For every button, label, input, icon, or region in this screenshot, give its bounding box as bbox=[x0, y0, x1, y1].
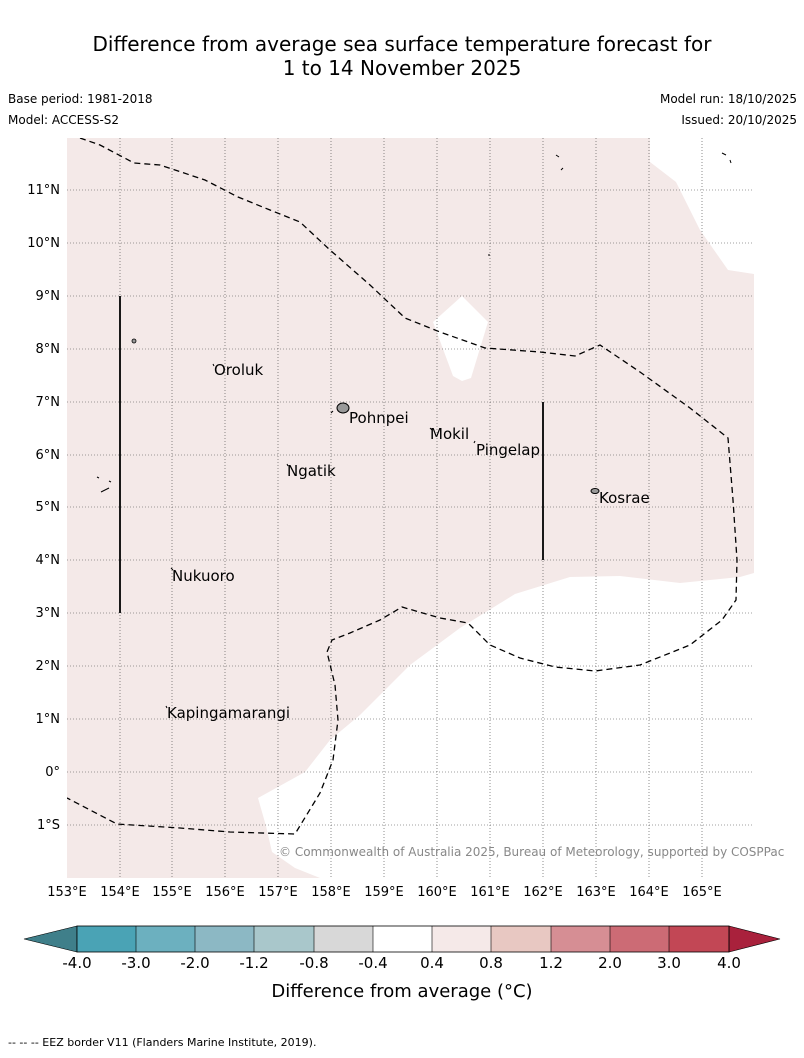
lon-label: 164°E bbox=[629, 885, 669, 900]
colorbar-segment bbox=[77, 926, 136, 952]
lat-label: 0° bbox=[45, 765, 60, 780]
colorbar-extend-high bbox=[728, 925, 781, 953]
lon-label: 160°E bbox=[417, 885, 457, 900]
colorbar-tick: -3.0 bbox=[121, 954, 150, 972]
islet-west bbox=[131, 338, 137, 344]
lon-label: 158°E bbox=[311, 885, 351, 900]
colorbar-segment bbox=[373, 926, 432, 952]
place-label-kosrae: Kosrae bbox=[599, 489, 650, 507]
colorbar-segment bbox=[254, 926, 314, 952]
issued-date: Issued: 20/10/2025 bbox=[681, 113, 797, 127]
lon-label: 153°E bbox=[47, 885, 87, 900]
lat-label: 1°N bbox=[36, 712, 61, 727]
small-islets bbox=[330, 152, 732, 414]
colorbar-tick: 3.0 bbox=[657, 954, 681, 972]
colorbar-segment bbox=[491, 926, 551, 952]
lat-label: 4°N bbox=[36, 553, 61, 568]
colorbar: -4.0 -3.0 -2.0 -1.2 -0.8 -0.4 0.4 0.8 1.… bbox=[23, 925, 781, 972]
lon-label: 165°E bbox=[682, 885, 722, 900]
colorbar-segment bbox=[314, 926, 373, 952]
lon-label: 157°E bbox=[258, 885, 298, 900]
place-label-kapingamarangi: Kapingamarangi bbox=[167, 704, 290, 722]
title-line-1: Difference from average sea surface temp… bbox=[92, 32, 712, 56]
lon-label: 161°E bbox=[470, 885, 510, 900]
colorbar-segment bbox=[551, 926, 610, 952]
near-average-region-north bbox=[433, 296, 488, 381]
kosrae-island bbox=[590, 488, 600, 494]
eez-border bbox=[67, 138, 738, 835]
pohnpei-island bbox=[336, 402, 350, 414]
map-area bbox=[67, 138, 754, 878]
lon-label: 154°E bbox=[100, 885, 140, 900]
colorbar-tick: -2.0 bbox=[180, 954, 209, 972]
lat-label: 7°N bbox=[36, 395, 61, 410]
colorbar-tick: -1.2 bbox=[239, 954, 268, 972]
model-run: Model run: 18/10/2025 bbox=[659, 92, 797, 106]
place-labels: Oroluk Pohnpei Mokil Pingelap Ngatik Kos… bbox=[167, 361, 650, 722]
colorbar-tick: 4.0 bbox=[717, 954, 741, 972]
copyright-notice: © Commonwealth of Australia 2025, Bureau… bbox=[279, 845, 785, 859]
colorbar-tick: -0.8 bbox=[299, 954, 328, 972]
title-line-2: 1 to 14 November 2025 bbox=[282, 56, 522, 80]
lat-label: 10°N bbox=[27, 236, 60, 251]
colorbar-tick: -4.0 bbox=[62, 954, 91, 972]
lat-label: 9°N bbox=[36, 289, 61, 304]
lat-label: 1°S bbox=[37, 818, 60, 833]
place-label-pingelap: Pingelap bbox=[476, 441, 540, 459]
colorbar-tick: 2.0 bbox=[598, 954, 622, 972]
eez-footnote: -- -- -- EEZ border V11 (Flanders Marine… bbox=[8, 1036, 317, 1049]
lat-label: 11°N bbox=[27, 183, 60, 198]
colorbar-segment bbox=[432, 926, 491, 952]
colorbar-segment bbox=[669, 926, 729, 952]
colorbar-tick: 1.2 bbox=[539, 954, 563, 972]
lon-label: 159°E bbox=[364, 885, 404, 900]
lon-label: 156°E bbox=[205, 885, 245, 900]
near-average-region-south bbox=[258, 573, 754, 878]
colorbar-label: Difference from average (°C) bbox=[271, 981, 533, 1002]
lat-label: 3°N bbox=[36, 606, 61, 621]
lat-label: 5°N bbox=[36, 500, 61, 515]
colorbar-extend-low bbox=[23, 925, 78, 953]
lon-label: 155°E bbox=[152, 885, 192, 900]
colorbar-segment bbox=[195, 926, 254, 952]
lat-label: 2°N bbox=[36, 659, 61, 674]
near-average-region-northeast bbox=[650, 138, 754, 274]
longitude-labels: 153°E 154°E 155°E 156°E 157°E 158°E 159°… bbox=[47, 885, 722, 900]
place-label-nukuoro: Nukuoro bbox=[172, 567, 235, 585]
colorbar-tick: -0.4 bbox=[358, 954, 387, 972]
lat-label: 8°N bbox=[36, 342, 61, 357]
colorbar-segment bbox=[136, 926, 195, 952]
islets-southwest bbox=[96, 476, 112, 493]
place-label-ngatik: Ngatik bbox=[287, 462, 336, 480]
latitude-labels: 11°N 10°N 9°N 8°N 7°N 6°N 5°N 4°N 3°N 2°… bbox=[27, 183, 60, 833]
colorbar-tick: 0.8 bbox=[479, 954, 503, 972]
atoll-markers bbox=[165, 363, 476, 709]
place-label-mokil: Mokil bbox=[430, 425, 469, 443]
place-label-oroluk: Oroluk bbox=[214, 361, 263, 379]
model-name: Model: ACCESS-S2 bbox=[8, 113, 120, 127]
place-label-pohnpei: Pohnpei bbox=[349, 409, 409, 427]
colorbar-segment bbox=[610, 926, 669, 952]
base-period: Base period: 1981-2018 bbox=[8, 92, 153, 106]
lon-label: 163°E bbox=[576, 885, 616, 900]
chart-title: Difference from average sea surface temp… bbox=[0, 32, 804, 80]
lat-label: 6°N bbox=[36, 448, 61, 463]
lon-label: 162°E bbox=[523, 885, 563, 900]
colorbar-tick: 0.4 bbox=[420, 954, 444, 972]
